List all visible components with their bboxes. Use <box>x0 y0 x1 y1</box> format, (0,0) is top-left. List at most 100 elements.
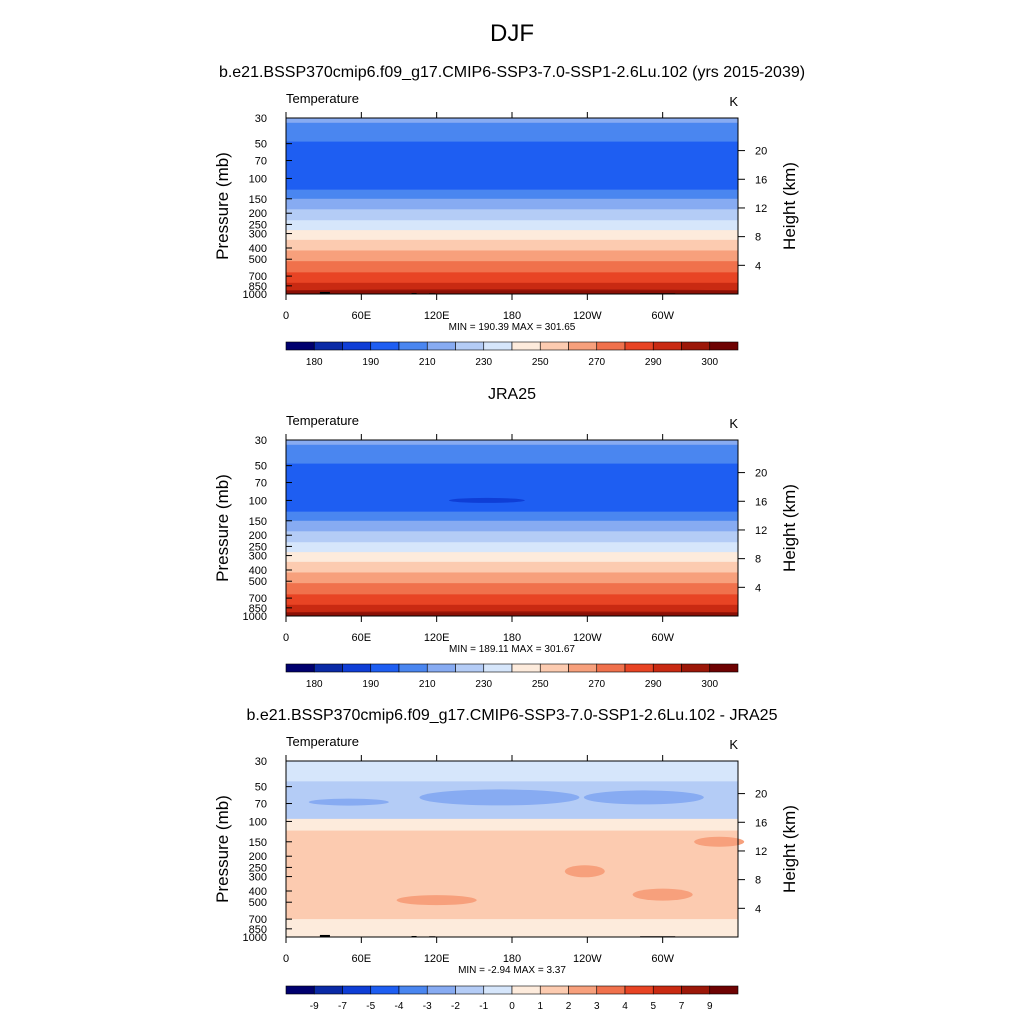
height-tick-label: 4 <box>755 582 761 594</box>
pressure-tick-label: 200 <box>249 851 267 863</box>
lon-tick-label: 120E <box>424 953 450 965</box>
colorbar-label: 210 <box>419 357 436 368</box>
colorbar-swatch <box>370 985 400 995</box>
pressure-tick-label: 50 <box>255 782 267 794</box>
contour-band <box>286 919 738 938</box>
pressure-tick-label: 850 <box>249 924 267 936</box>
colorbar-label: -4 <box>395 1001 404 1012</box>
contour-band <box>286 220 738 231</box>
colorbar-swatch <box>568 663 598 673</box>
colorbar-swatch <box>709 341 739 351</box>
contour-band <box>286 118 738 124</box>
pressure-tick-label: 200 <box>249 208 267 220</box>
colorbar-label: 9 <box>707 1001 713 1012</box>
pressure-tick-label: 50 <box>255 139 267 151</box>
contour-band <box>286 761 738 782</box>
colorbar-swatch <box>539 985 569 995</box>
colorbar-label: 290 <box>645 357 662 368</box>
pressure-tick-label: 700 <box>249 593 267 605</box>
colorbar-label: 210 <box>419 679 436 690</box>
colorbar-label: 2 <box>566 1001 572 1012</box>
contour-band <box>286 830 738 920</box>
contour-band <box>286 511 738 522</box>
colorbar: 180 190 210 230 250 270 290 300 <box>285 663 739 690</box>
pressure-tick-label: 500 <box>249 897 267 909</box>
y2-axis-title: Height (km) <box>780 805 799 893</box>
panel-3-title: b.e21.BSSP370cmip6.f09_g17.CMIP6-SSP3-7.… <box>246 707 778 724</box>
stats-label: MIN = 190.39 MAX = 301.65 <box>449 322 576 333</box>
y2-axis-title: Height (km) <box>780 484 799 572</box>
pressure-tick-label: 500 <box>249 254 267 266</box>
colorbar-swatch <box>370 663 400 673</box>
contour-band <box>286 583 738 595</box>
colorbar-swatch <box>455 985 485 995</box>
contour-band <box>286 542 738 553</box>
lon-tick-label: 60W <box>651 953 674 965</box>
colorbar-swatch <box>681 985 711 995</box>
contour-band <box>286 604 738 613</box>
pressure-tick-label: 150 <box>249 516 267 528</box>
contour-band <box>286 818 738 832</box>
colorbar-swatch <box>398 341 428 351</box>
colorbar: 180 190 210 230 250 270 290 300 <box>285 341 739 368</box>
pressure-tick-label: 1000 <box>243 932 267 944</box>
units-label: K <box>729 737 738 752</box>
colorbar-label: 300 <box>701 679 718 690</box>
colorbar-label: 3 <box>594 1001 600 1012</box>
colorbar-swatch <box>342 663 372 673</box>
panel-1-title: b.e21.BSSP370cmip6.f09_g17.CMIP6-SSP3-7.… <box>218 64 806 81</box>
lon-tick-label: 0 <box>283 953 289 965</box>
pressure-tick-label: 70 <box>255 799 267 811</box>
height-tick-label: 8 <box>755 232 761 244</box>
topography <box>319 291 330 294</box>
pressure-tick-label: 1000 <box>243 611 267 623</box>
pressure-tick-label: 400 <box>249 886 267 898</box>
colorbar-swatch <box>285 341 315 351</box>
contour-band <box>286 239 738 251</box>
lon-tick-label: 180 <box>503 953 521 965</box>
colorbar-label: 180 <box>306 679 323 690</box>
pressure-tick-label: 250 <box>249 219 267 231</box>
height-tick-label: 12 <box>755 203 767 215</box>
contour-band <box>286 463 738 513</box>
y2-axis-title: Height (km) <box>780 162 799 250</box>
colorbar-swatch <box>568 341 598 351</box>
colorbar-swatch <box>455 341 485 351</box>
colorbar-swatch <box>342 341 372 351</box>
colorbar-swatch <box>426 985 456 995</box>
lon-tick-label: 60W <box>651 632 674 644</box>
height-tick-label: 4 <box>755 903 761 915</box>
colorbar-label: 270 <box>588 357 605 368</box>
colorbar-swatch <box>483 341 513 351</box>
lon-tick-label: 120E <box>424 632 450 644</box>
contour-band <box>286 290 738 295</box>
colorbar-swatch <box>483 985 513 995</box>
pressure-tick-label: 300 <box>249 229 267 241</box>
contour-band <box>286 230 738 241</box>
colorbar-swatch <box>342 985 372 995</box>
variable-label: Temperature <box>286 413 359 428</box>
colorbar-swatch <box>483 663 513 673</box>
contour-band <box>286 122 738 143</box>
warm-surface-band <box>286 610 738 616</box>
colorbar-swatch <box>539 663 569 673</box>
contour-band <box>286 272 738 284</box>
colorbar-swatch <box>426 663 456 673</box>
pressure-tick-label: 30 <box>255 756 267 768</box>
topography <box>319 934 330 937</box>
colorbar-swatch <box>398 985 428 995</box>
pressure-tick-label: 200 <box>249 530 267 542</box>
contour-band <box>286 141 738 191</box>
stats-label: MIN = -2.94 MAX = 3.37 <box>458 965 566 976</box>
y-axis-title: Pressure (mb) <box>213 474 232 582</box>
pressure-tick-label: 70 <box>255 156 267 168</box>
colorbar-swatch <box>624 663 654 673</box>
pressure-tick-label: 100 <box>249 495 267 507</box>
colorbar-label: 300 <box>701 357 718 368</box>
pressure-tick-label: 850 <box>249 603 267 615</box>
contour-band <box>286 594 738 606</box>
height-tick-label: 12 <box>755 525 767 537</box>
